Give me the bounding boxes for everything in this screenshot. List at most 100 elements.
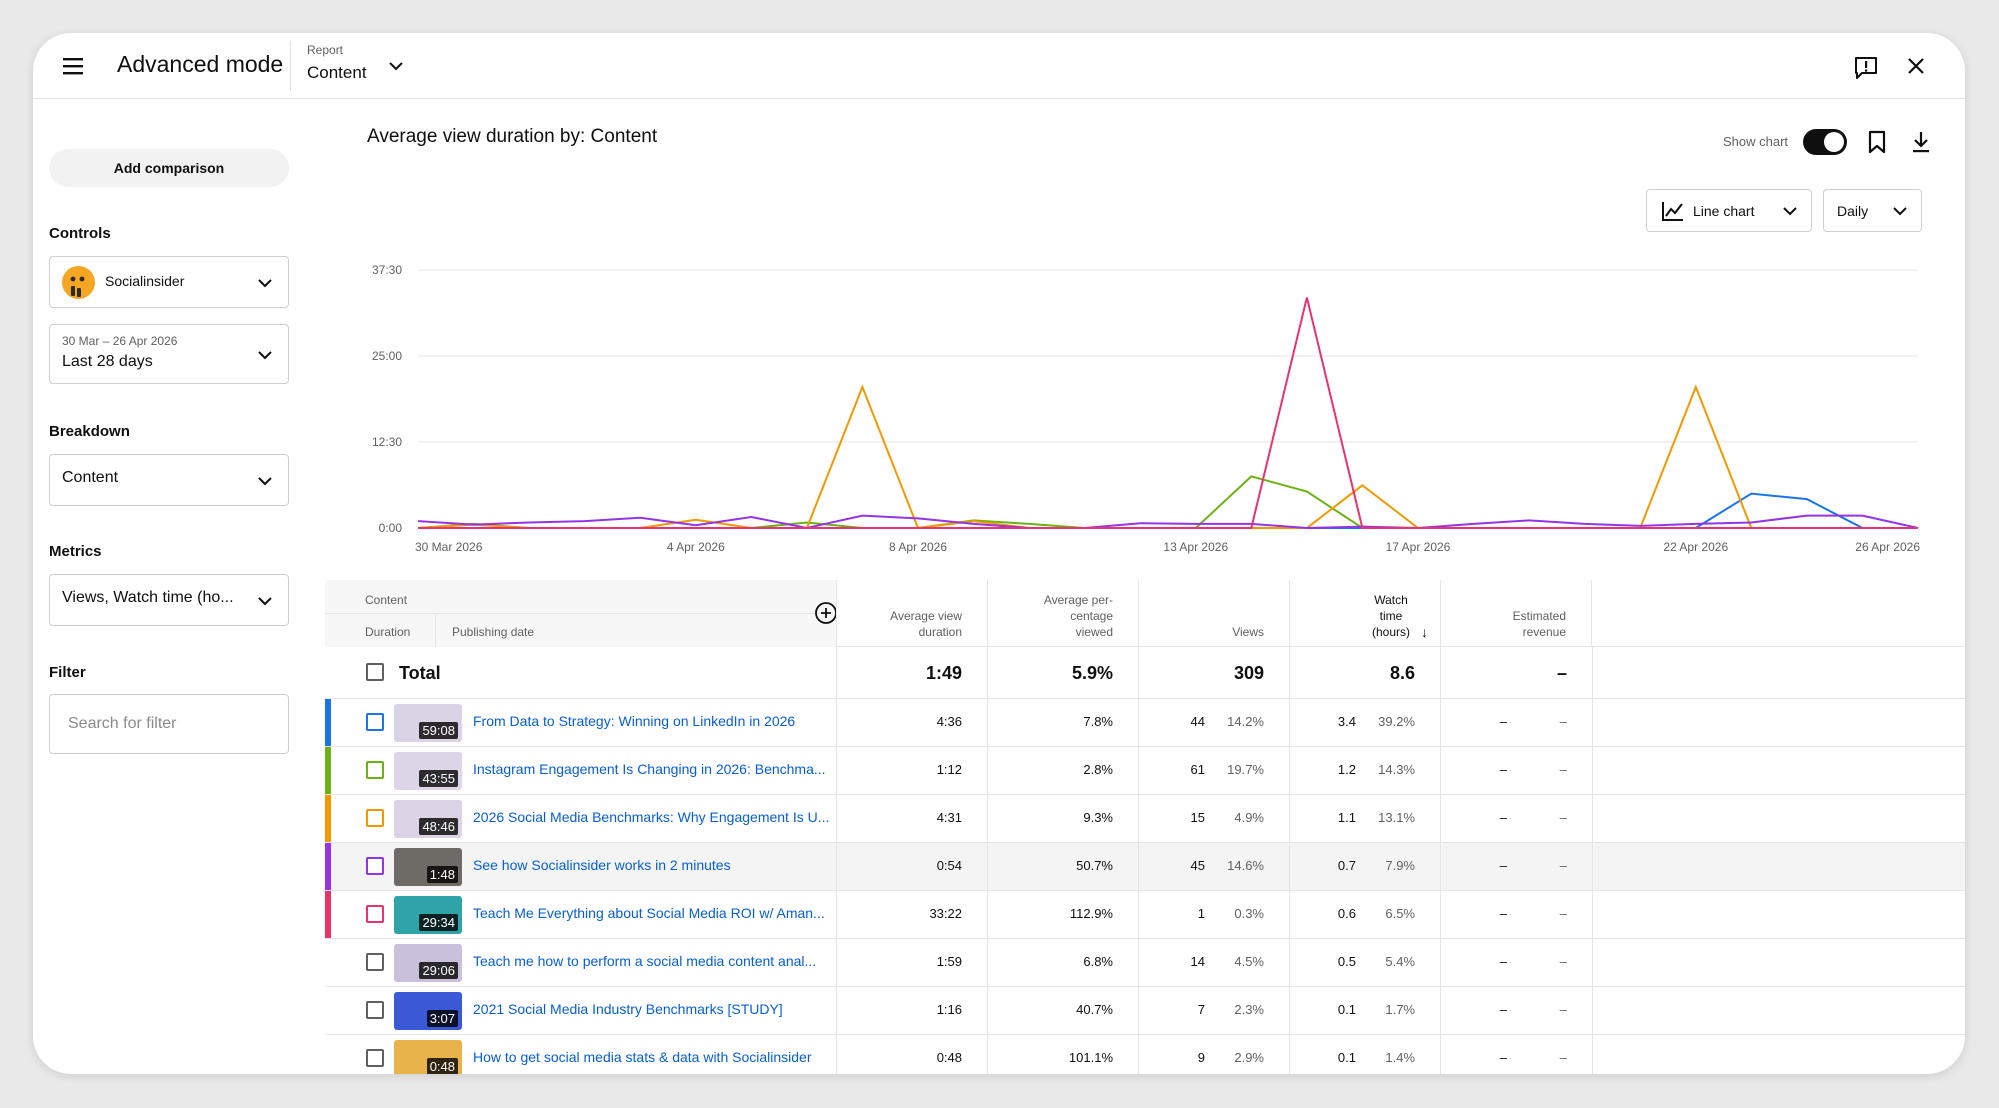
chart-type-label: Line chart	[1693, 203, 1755, 219]
controls-label: Controls	[49, 225, 111, 242]
video-thumbnail[interactable]: 1:48	[394, 848, 462, 886]
column-separator	[1440, 647, 1441, 1074]
header-line: (hours)	[1371, 625, 1410, 639]
chart-type-dropdown[interactable]: Line chart	[1646, 189, 1812, 232]
revenue-cell: –	[1499, 954, 1507, 969]
header-line: duration	[918, 625, 962, 639]
video-title-link[interactable]: 2026 Social Media Benchmarks: Why Engage…	[473, 809, 830, 825]
report-value: Content	[307, 63, 367, 82]
video-title-link[interactable]: How to get social media stats & data wit…	[473, 1049, 812, 1065]
date-range-dropdown[interactable]: 30 Mar – 26 Apr 2026 Last 28 days	[49, 324, 289, 384]
watch-time-cell: 3.4	[1337, 714, 1356, 729]
video-title-link[interactable]: From Data to Strategy: Winning on Linked…	[473, 713, 796, 729]
revenue-cell: –	[1499, 714, 1507, 729]
views-header[interactable]: Views	[1138, 580, 1289, 647]
total-label: Total	[399, 663, 441, 683]
metrics-dropdown[interactable]: Views, Watch time (ho...	[49, 574, 289, 626]
video-thumbnail[interactable]: 48:46	[394, 800, 462, 838]
add-column-icon[interactable]	[814, 601, 838, 625]
total-checkbox[interactable]	[366, 663, 384, 681]
table-row[interactable]: 3:07 2021 Social Media Industry Benchmark…	[325, 987, 1965, 1035]
table-row[interactable]: 43:55 Instagram Engagement Is Changing in…	[325, 747, 1965, 795]
interval-dropdown[interactable]: Daily	[1823, 189, 1922, 232]
video-thumbnail[interactable]: 29:06	[394, 944, 462, 982]
series-color-bar	[325, 795, 331, 842]
header-line: Average per-	[1043, 593, 1113, 607]
video-thumbnail[interactable]: 43:55	[394, 752, 462, 790]
series-color-bar	[325, 891, 331, 938]
bookmark-icon[interactable]	[1866, 129, 1888, 155]
watch-time-percent-cell: 1.7%	[1385, 1002, 1415, 1017]
report-selector[interactable]: Report Content	[307, 41, 417, 91]
row-checkbox[interactable]	[366, 953, 384, 971]
row-checkbox[interactable]	[366, 857, 384, 875]
avg-percentage-cell: 112.9%	[1069, 906, 1113, 921]
video-title-link[interactable]: 2021 Social Media Industry Benchmarks [S…	[473, 1001, 783, 1017]
watch-time-header[interactable]: Watch time (hours) ↓	[1289, 580, 1440, 647]
publishing-date-column-header[interactable]: Publishing date	[452, 625, 535, 639]
video-thumbnail[interactable]: 59:08	[394, 704, 462, 742]
watch-time-cell: 0.1	[1337, 1050, 1356, 1065]
row-checkbox[interactable]	[366, 761, 384, 779]
download-icon[interactable]	[1909, 129, 1933, 155]
hamburger-menu-icon[interactable]	[60, 53, 86, 79]
row-checkbox[interactable]	[366, 713, 384, 731]
column-separator	[1289, 647, 1290, 1074]
filter-search-input[interactable]	[49, 694, 289, 754]
row-checkbox[interactable]	[366, 1001, 384, 1019]
table-row[interactable]: 29:34 Teach Me Everything about Social Me…	[325, 891, 1965, 939]
revenue-percent-cell: –	[1559, 906, 1567, 921]
header-line: Views	[1232, 625, 1264, 639]
row-checkbox[interactable]	[366, 905, 384, 923]
revenue-percent-cell: –	[1559, 954, 1567, 969]
video-title-link[interactable]: Teach Me Everything about Social Media R…	[473, 905, 825, 921]
feedback-icon[interactable]	[1852, 53, 1880, 81]
estimated-revenue-header[interactable]: Estimated revenue	[1440, 580, 1592, 647]
avg-view-duration-header[interactable]: Average view duration	[836, 580, 987, 647]
series-line-4[interactable]	[417, 514, 1919, 530]
duration-column-header[interactable]: Duration	[365, 625, 411, 639]
header-line: revenue	[1522, 625, 1566, 639]
channel-name: Socialinsider	[105, 273, 185, 289]
total-revenue: –	[1556, 663, 1567, 683]
table-row[interactable]: 59:08 From Data to Strategy: Winning on L…	[325, 699, 1965, 747]
video-title-link[interactable]: See how Socialinsider works in 2 minutes	[473, 857, 731, 873]
close-icon[interactable]	[1905, 55, 1927, 77]
video-title-link[interactable]: Teach me how to perform a social media c…	[473, 953, 817, 969]
x-tick-label: 22 Apr 2026	[1663, 540, 1728, 554]
video-duration: 0:48	[426, 1058, 458, 1074]
advanced-mode-window: Advanced mode Report Content Add compari…	[33, 33, 1965, 1074]
row-checkbox[interactable]	[366, 809, 384, 827]
avg-percentage-viewed-header[interactable]: Average per-centage viewed	[987, 580, 1138, 647]
add-comparison-button[interactable]: Add comparison	[49, 149, 289, 187]
breakdown-dropdown[interactable]: Content	[49, 454, 289, 506]
table-row[interactable]: 29:06 Teach me how to perform a social me…	[325, 939, 1965, 987]
series-color-bar	[325, 699, 331, 746]
channel-dropdown[interactable]: Socialinsider	[49, 256, 289, 308]
chevron-down-icon	[1893, 207, 1907, 216]
video-thumbnail[interactable]: 0:48	[394, 1040, 462, 1074]
series-line-3[interactable]	[417, 384, 1918, 530]
table-row[interactable]: 48:46 2026 Social Media Benchmarks: Why E…	[325, 795, 1965, 843]
chevron-down-icon	[389, 62, 403, 71]
revenue-cell: –	[1499, 858, 1507, 873]
x-tick-label: 30 Mar 2026	[415, 540, 483, 554]
avg-percentage-cell: 101.1%	[1068, 1050, 1113, 1065]
watch-time-cell: 1.1	[1337, 810, 1356, 825]
x-tick-label: 17 Apr 2026	[1386, 540, 1451, 554]
video-thumbnail[interactable]: 3:07	[394, 992, 462, 1030]
avg-percentage-cell: 6.8%	[1083, 954, 1113, 969]
show-chart-toggle[interactable]	[1803, 129, 1847, 155]
row-checkbox[interactable]	[366, 1049, 384, 1067]
video-title-link[interactable]: Instagram Engagement Is Changing in 2026…	[473, 761, 826, 777]
chevron-down-icon	[258, 477, 272, 486]
table-row[interactable]: 0:48 How to get social media stats & data…	[325, 1035, 1965, 1074]
series-line-5[interactable]	[418, 297, 1918, 529]
series-line-2[interactable]	[417, 475, 1918, 529]
table-row[interactable]: 1:48 See how Socialinsider works in 2 min…	[325, 843, 1965, 891]
revenue-cell: –	[1499, 1002, 1507, 1017]
avg-percentage-cell: 2.8%	[1083, 762, 1113, 777]
header-line: Estimated	[1512, 609, 1566, 623]
video-thumbnail[interactable]: 29:34	[394, 896, 462, 934]
avg-view-duration-cell: 1:59	[936, 954, 962, 969]
